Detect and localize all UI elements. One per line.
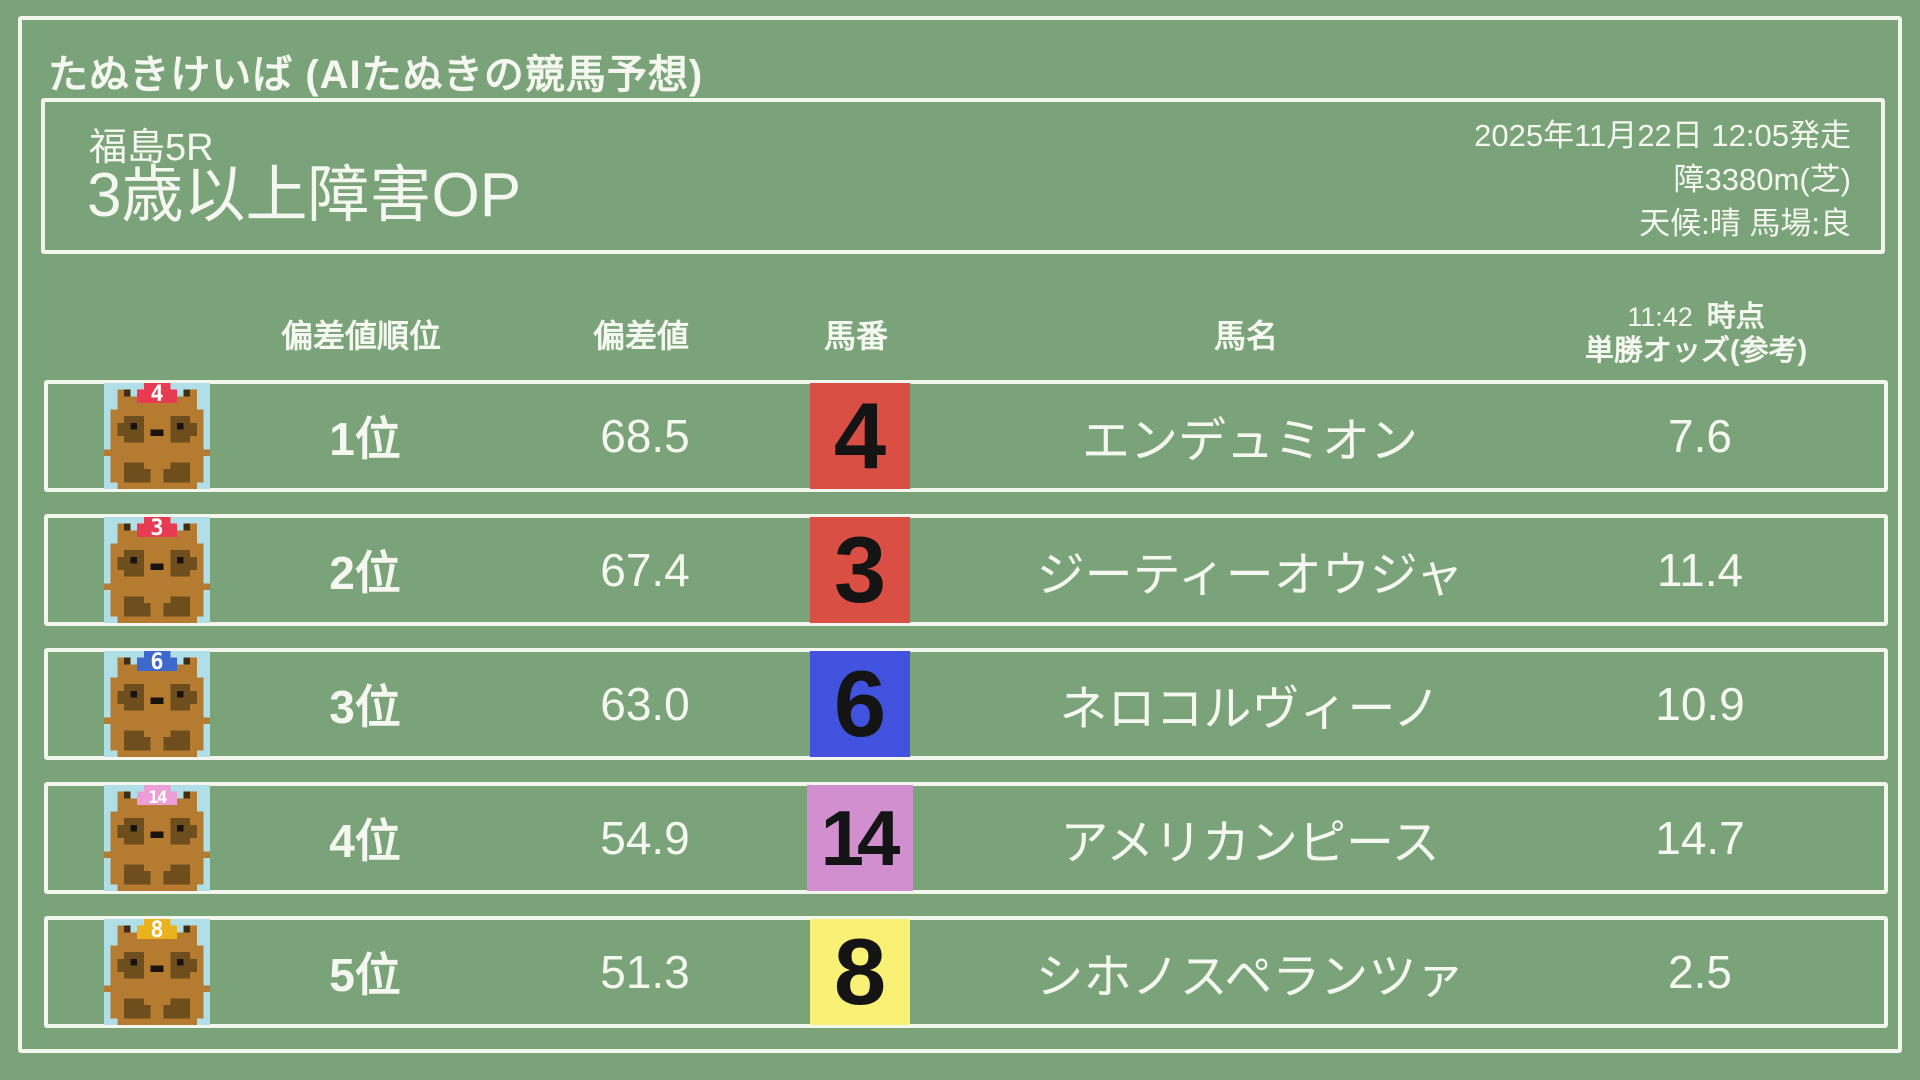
race-start-datetime: 2025年11月22日 12:05発走: [1474, 118, 1851, 153]
header-score: 偏差値: [592, 318, 689, 354]
horse-name: ネロコルヴィーノ: [1059, 683, 1441, 736]
outer-frame: たぬきけいば (AIたぬきの競馬予想) 福島5R 3歳以上障害OP 2025年1…: [18, 16, 1902, 1053]
horse-name: エンデュミオン: [1081, 415, 1418, 468]
rank-value: 5位: [329, 949, 401, 1001]
prediction-row: 3 2位 67.4 3 ジーティーオウジャ 11.4: [44, 514, 1888, 626]
table-header-row: 偏差値順位 偏差値 馬番 馬名 11:42 時点 単勝オッズ(参考): [44, 288, 1888, 380]
prediction-row: 4 1位 68.5 4 エンデュミオン 7.6: [44, 380, 1888, 492]
horse-number-badge: 3: [810, 517, 910, 623]
race-info-box: 福島5R 3歳以上障害OP 2025年11月22日 12:05発走 障3380m…: [41, 98, 1885, 254]
odds-value: 10.9: [1655, 678, 1745, 730]
svg-text:6: 6: [150, 650, 163, 675]
tanuki-cap-icon: 4: [104, 382, 210, 489]
rank-value: 2位: [329, 547, 401, 599]
header-odds: 11:42 時点 単勝オッズ(参考): [1546, 300, 1846, 368]
horse-number-badge: 8: [810, 919, 910, 1025]
rank-value: 3位: [329, 681, 401, 733]
site-title: たぬきけいば (AIたぬきの競馬予想): [48, 53, 704, 97]
horse-name: アメリカンピース: [1060, 817, 1440, 870]
tanuki-cap-icon: 6: [104, 650, 210, 757]
tanuki-cap-icon: 14: [104, 785, 210, 891]
race-name: 3歳以上障害OP: [87, 161, 522, 230]
prediction-row: 8 5位 51.3 8 シホノスペランツァ 2.5: [44, 916, 1888, 1028]
table-body: 4 1位 68.5 4 エンデュミオン 7.6 3 2位 67.4 3 ジーティ…: [44, 380, 1888, 1028]
race-conditions: 天候:晴 馬場:良: [1639, 206, 1851, 241]
horse-number-badge: 14: [807, 785, 913, 891]
svg-text:3: 3: [150, 516, 163, 541]
race-course: 福島5R: [89, 127, 214, 169]
horse-number-cell: 3: [770, 517, 950, 623]
horse-number-badge: 4: [810, 383, 910, 489]
odds-time-suffix: 時点: [1706, 301, 1765, 333]
horse-number-cell: 14: [770, 785, 950, 891]
svg-text:4: 4: [150, 382, 163, 407]
score-value: 51.3: [600, 946, 690, 998]
prediction-row: 6 3位 63.0 6 ネロコルヴィーノ 10.9: [44, 648, 1888, 760]
score-value: 54.9: [600, 812, 690, 864]
tanuki-cap-icon: 3: [104, 516, 210, 623]
odds-value: 14.7: [1655, 812, 1745, 864]
header-horse-name: 馬名: [1213, 318, 1278, 354]
horse-number-badge: 6: [810, 651, 910, 757]
prediction-table: 偏差値順位 偏差値 馬番 馬名 11:42 時点 単勝オッズ(参考) 4 1位 6…: [44, 288, 1888, 1050]
header-horse-number: 馬番: [823, 318, 888, 354]
horse-number-cell: 6: [770, 651, 950, 757]
race-meta: 2025年11月22日 12:05発走 障3380m(芝) 天候:晴 馬場:良: [1474, 114, 1851, 246]
odds-time: 11:42: [1627, 302, 1693, 332]
rank-value: 4位: [329, 815, 401, 867]
score-value: 68.5: [600, 410, 690, 462]
prediction-row: 14 4位 54.9 14 アメリカンピース 14.7: [44, 782, 1888, 894]
rank-value: 1位: [329, 413, 401, 465]
svg-text:14: 14: [148, 788, 167, 808]
race-distance: 障3380m(芝): [1673, 162, 1851, 197]
score-value: 63.0: [600, 678, 690, 730]
header-odds-line2: 単勝オッズ(参考): [1584, 335, 1808, 367]
header-rank: 偏差値順位: [280, 318, 441, 354]
tanuki-cap-icon: 8: [104, 918, 210, 1025]
svg-text:8: 8: [150, 918, 163, 943]
header-odds-line1: 11:42 時点: [1546, 300, 1846, 334]
horse-name: ジーティーオウジャ: [1036, 549, 1464, 602]
odds-value: 11.4: [1656, 544, 1744, 596]
horse-number-cell: 4: [770, 383, 950, 489]
horse-number-cell: 8: [770, 919, 950, 1025]
odds-value: 2.5: [1668, 946, 1732, 998]
odds-value: 7.6: [1668, 410, 1732, 462]
horse-name: シホノスペランツァ: [1035, 951, 1465, 1004]
score-value: 67.4: [600, 544, 690, 596]
